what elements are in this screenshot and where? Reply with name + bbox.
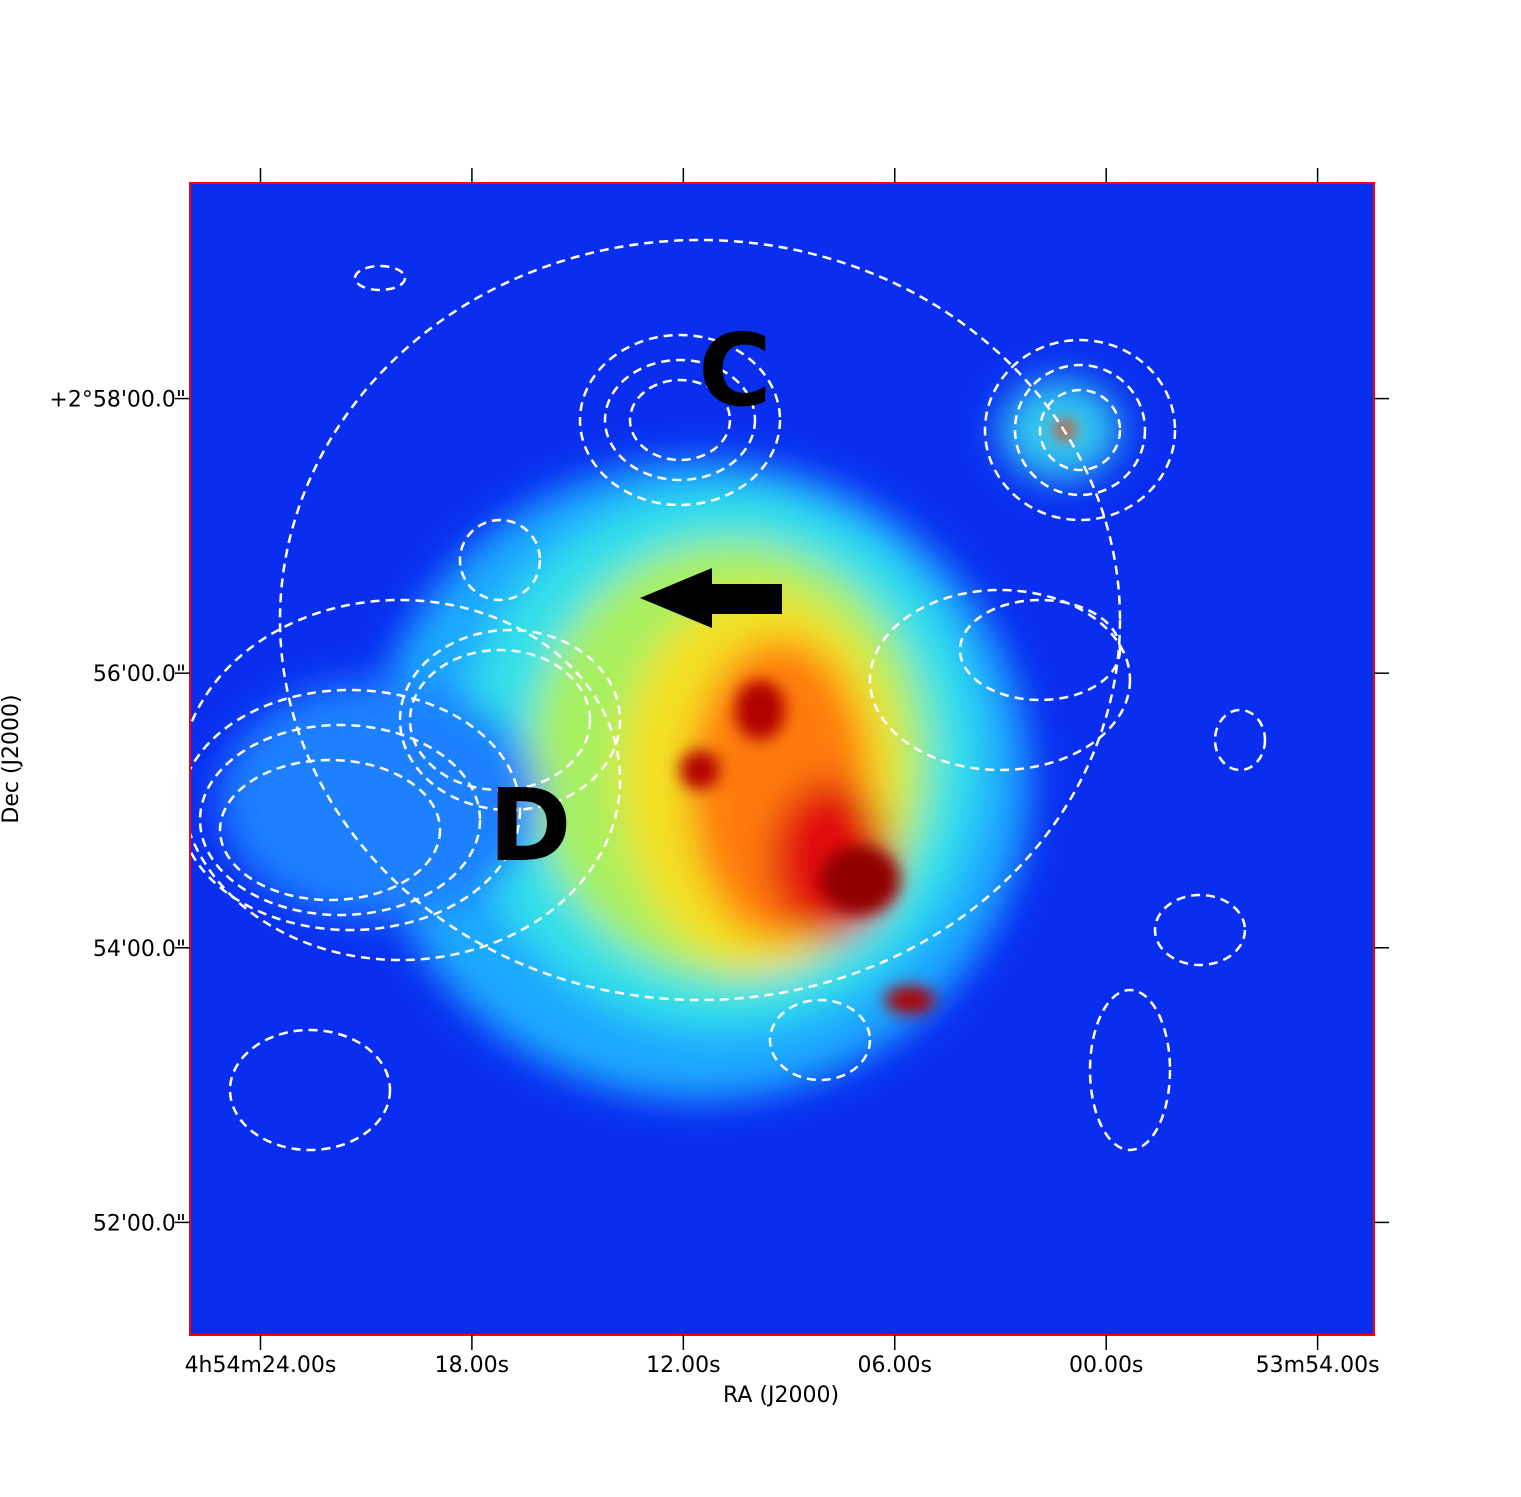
x-tick-label: 12.00s (646, 1353, 720, 1378)
y-tick-label: 52'00.0" (93, 1211, 186, 1236)
frame (189, 182, 1375, 1336)
annotation: D (488, 767, 571, 884)
x-tick-label: 4h54m24.00s (185, 1353, 337, 1378)
arrow (640, 568, 782, 628)
y-tick-label: 54'00.0" (93, 937, 186, 962)
contours (190, 238, 1267, 1152)
y-tick-label: +2°58'00.0" (49, 388, 186, 413)
annotation: C (698, 312, 771, 429)
sky-image (190, 183, 1374, 1335)
x-tick-label: 18.00s (435, 1353, 509, 1378)
x-axis-label: RA (J2000) (723, 1383, 839, 1408)
y-axis-label: Dec (J2000) (0, 694, 24, 823)
x-tick-label: 53m54.00s (1256, 1353, 1380, 1378)
x-tick-label: 06.00s (858, 1353, 932, 1378)
x-tick-label: 00.00s (1069, 1353, 1143, 1378)
y-tick-label: 56'00.0" (93, 662, 186, 687)
